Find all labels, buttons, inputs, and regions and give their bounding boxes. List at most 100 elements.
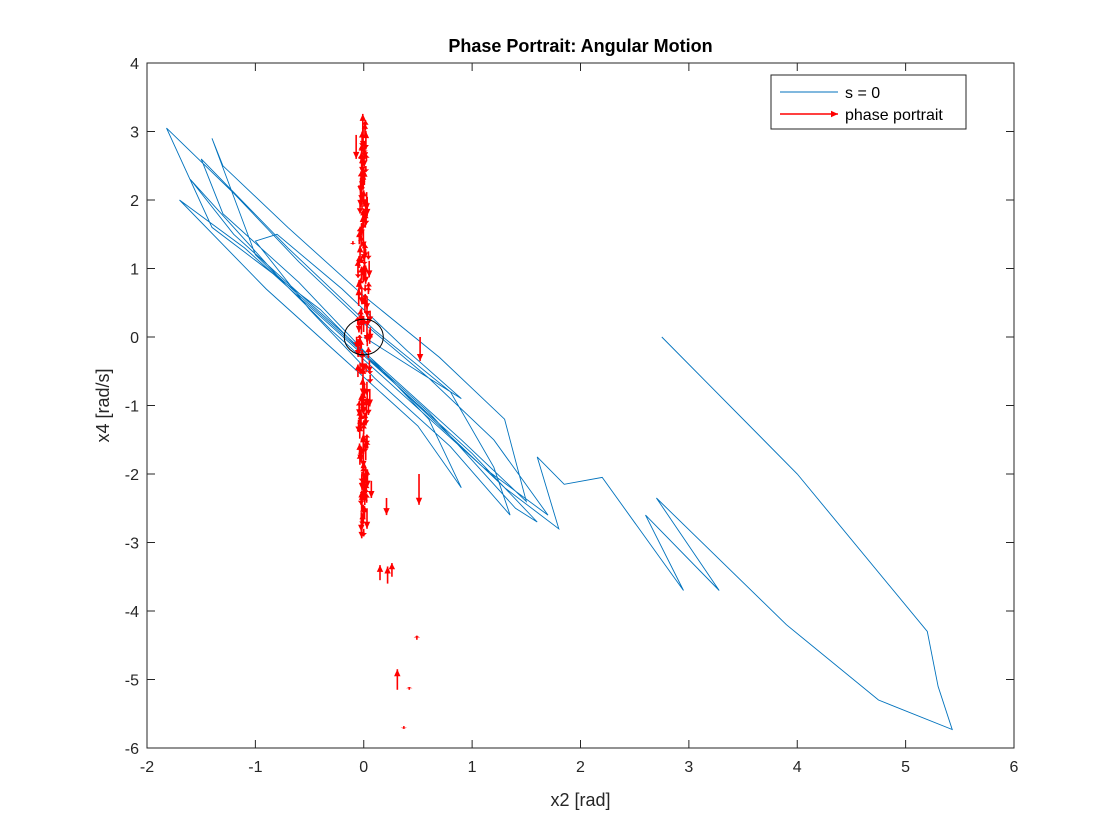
quiver-band-arrow-168 [362,120,369,131]
quiver-band-arrow-87 [363,322,371,343]
quiver-band-arrow-89 [355,317,363,333]
legend-arrow-head [831,110,838,118]
y-tick-label-1: -5 [125,673,139,690]
quiver-band-arrow-46 [355,419,362,433]
quiver-band-arrow-46-head [355,426,362,432]
quiver-band-arrow-83 [360,317,367,332]
quiver-arrow-11-head [357,199,364,207]
quiver-band-arrow-102 [358,286,366,305]
quiver-band-arrow-14 [357,495,365,505]
quiver-arrow-0-head [416,354,424,361]
quiver-band-arrow-53-head [365,409,372,415]
y-tick-label-6: 0 [130,330,139,347]
quiver-band-arrow-132-head [362,220,370,225]
quiver-arrow-6 [413,635,421,640]
quiver-band-arrow-113 [366,260,373,278]
quiver-band-arrow-68-head [366,371,374,375]
quiver-band-arrow-79-head [356,335,363,338]
quiver-arrow-12 [349,241,357,245]
quiver-band-arrow-138-head [356,208,364,214]
quiver-band-arrow-48-head [362,420,370,425]
quiver-band-arrow-159-head [360,160,368,168]
x-tick-label-3: 1 [468,759,477,776]
quiver-band-arrow-121-head [360,254,368,262]
quiver-band-arrow-100-head [365,282,372,287]
quiver-band-arrow-24 [358,471,366,490]
quiver-arrow-11 [357,186,364,207]
quiver-arrow-10-head [353,151,360,159]
quiver-band-arrow-73-head [359,363,366,370]
quiver-arrow-9 [400,726,407,729]
axis-ticks: -2 -1 0 1 2 3 4 5 6 -6 -5 -4 -3 -2 -1 0 1 2 3 4 [125,56,1019,776]
quiver-band-arrow-114-head [361,261,368,265]
quiver-band-arrow-81 [353,336,360,347]
quiver-band-arrow-90-head [364,320,371,326]
quiver-band-arrow-140-head [364,208,371,216]
quiver-arrow-8-head [406,687,413,689]
quiver-arrow-1-head [415,497,423,505]
quiver-arrow-13-head [363,521,371,529]
quiver-band-arrow-126 [360,230,367,249]
quiver-band-arrow-153 [362,166,370,173]
quiver-band-arrow-142 [363,192,370,211]
x-tick-label-6: 4 [793,759,802,776]
quiver-arrow-10 [353,134,360,159]
legend: s = 0 phase portrait [770,74,967,130]
quiver-arrow-9-head [400,727,407,729]
y-axis-label: x4 [rad/s] [93,368,113,442]
quiver-band-arrow-7 [358,512,365,532]
quiver-band-arrow-33-head [360,433,367,441]
x-tick-label-8: 6 [1010,759,1019,776]
quiver-band-arrow-76 [358,341,365,349]
quiver-band-arrow-83-head [360,317,367,324]
chart-title: Phase Portrait: Angular Motion [448,36,712,56]
x-tick-label-0: -2 [140,759,154,776]
quiver-band-arrow-70-head [356,368,364,374]
quiver-band-arrow-95-head [363,310,371,317]
quiver-band-arrow-151-head [359,174,367,179]
quiver-band-arrow-151 [359,170,367,179]
quiver-band-arrow-168-head [362,120,369,125]
quiver-band-arrow-102-head [358,297,366,305]
quiver-band-arrow-111-head [362,276,369,284]
quiver-arrow-2-head [383,508,390,516]
quiver-band-arrow-35 [357,445,364,462]
quiver-band-arrow-130-head [360,224,367,228]
quiver-arrow-1 [415,474,423,505]
origin-circle [343,318,384,356]
quiver-arrow-0 [416,337,424,361]
quiver-band-arrow-59 [366,388,373,407]
quiver-band-arrow-163-head [361,152,369,160]
quiver-band-arrow-109-head [354,274,362,278]
quiver-arrow-7-head [394,669,401,677]
quiver-band-arrow-56 [360,396,367,415]
x-axis-label: x2 [rad] [550,790,610,810]
quiver-band-arrow-101 [357,278,364,290]
quiver-arrow-14 [368,480,375,498]
quiver-band-arrow-14-head [357,500,365,505]
x-tick-label-1: -1 [248,759,262,776]
quiver-arrow-13 [363,508,371,529]
quiver-band-arrow-59-head [366,399,373,407]
quiver-band-arrow-19-head [359,492,367,499]
quiver-band-arrow-89-head [355,325,363,333]
quiver-band-arrow-39-head [363,440,371,445]
y-tick-label-5: -1 [125,399,139,416]
y-tick-label-0: -6 [125,741,139,758]
quiver-arrow-12-head [349,243,357,245]
quiver-arrow-3-head [376,565,384,572]
quiver-band-arrow-37-head [363,434,371,438]
quiver-band-arrow-153-head [362,169,370,173]
quiver-band-arrow-36-head [362,448,369,453]
quiver-band-arrow-65-head [367,379,374,383]
quiver-band-arrow-87-head [363,335,371,342]
quiver-arrow-8 [406,687,413,690]
quiver-band-arrow-25 [364,469,371,488]
quiver-arrow-14-head [368,491,375,498]
quiver-band-arrow-81-head [353,342,360,347]
quiver-band-arrow-6-head [360,506,368,510]
quiver-band-arrow-39 [363,436,371,445]
plot-content [147,63,1014,748]
quiver-band-arrow-26-head [362,474,369,481]
quiver-band-arrow-54 [356,400,363,417]
